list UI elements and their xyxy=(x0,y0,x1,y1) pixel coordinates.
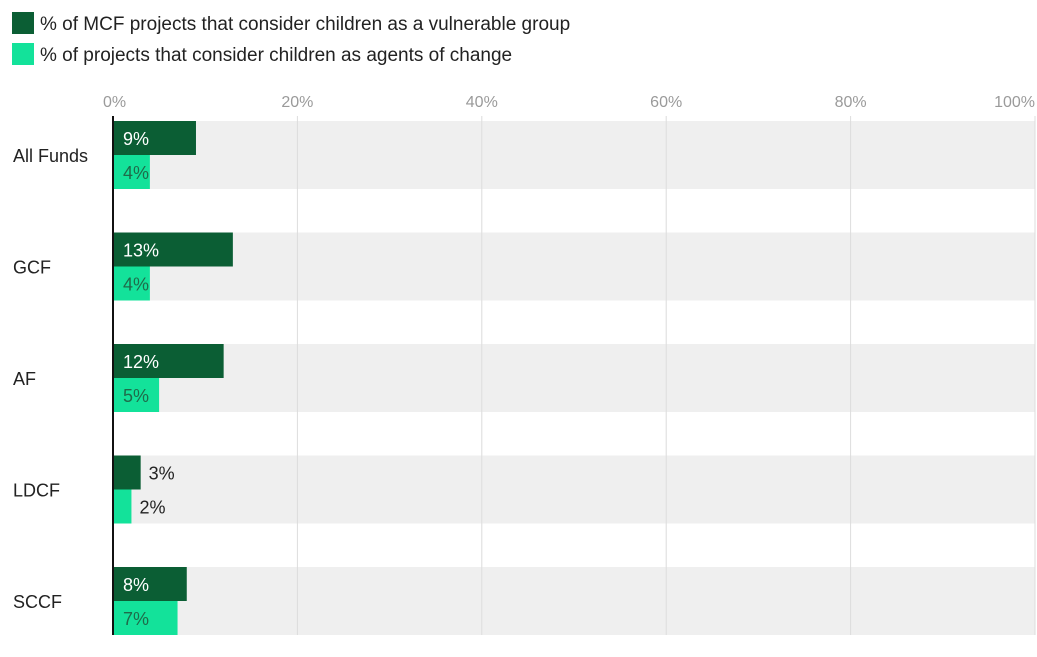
bar xyxy=(113,266,150,301)
category-label: SCCF xyxy=(13,592,62,612)
legend-item-agents-of-change: % of projects that consider children as … xyxy=(12,43,513,66)
category-label: AF xyxy=(13,369,36,389)
data-label: 5% xyxy=(123,386,149,406)
legend-item-vulnerable-group: % of MCF projects that consider children… xyxy=(12,12,571,35)
row-background xyxy=(113,455,1035,524)
row-background xyxy=(113,232,1035,301)
legend-label-vulnerable-group: % of MCF projects that consider children… xyxy=(40,14,571,35)
category-label: GCF xyxy=(13,258,51,278)
data-label: 9% xyxy=(123,129,149,149)
bar xyxy=(113,567,187,601)
x-tick-label: 40% xyxy=(466,94,498,111)
category-label: LDCF xyxy=(13,481,60,501)
x-tick-label: 80% xyxy=(835,94,867,111)
data-label: 4% xyxy=(123,275,149,295)
legend: % of MCF projects that consider children… xyxy=(12,9,1022,71)
data-label: 8% xyxy=(123,575,149,595)
bar xyxy=(113,155,150,189)
x-tick-label: 100% xyxy=(994,94,1035,111)
category-label: All Funds xyxy=(13,146,88,166)
row-background xyxy=(113,567,1035,635)
legend-label-agents-of-change: % of projects that consider children as … xyxy=(40,45,513,66)
data-label: 7% xyxy=(123,609,149,629)
bar xyxy=(113,378,160,412)
data-label: 13% xyxy=(123,241,159,261)
legend-swatch-vulnerable-group xyxy=(12,12,34,34)
legend-swatch-agents-of-change xyxy=(12,43,34,65)
row-background xyxy=(113,121,1035,189)
data-label: 4% xyxy=(123,163,149,183)
bar xyxy=(113,455,141,490)
x-tick-label: 60% xyxy=(650,94,682,111)
data-label: 12% xyxy=(123,352,159,372)
bar xyxy=(113,601,178,635)
bar xyxy=(113,121,196,155)
x-tick-label: 20% xyxy=(281,94,313,111)
bar xyxy=(113,232,233,267)
row-background xyxy=(113,344,1035,412)
bar xyxy=(113,489,132,524)
data-label: 3% xyxy=(149,464,175,484)
data-label: 2% xyxy=(139,498,165,518)
x-tick-label: 0% xyxy=(103,94,126,111)
bar xyxy=(113,344,224,378)
